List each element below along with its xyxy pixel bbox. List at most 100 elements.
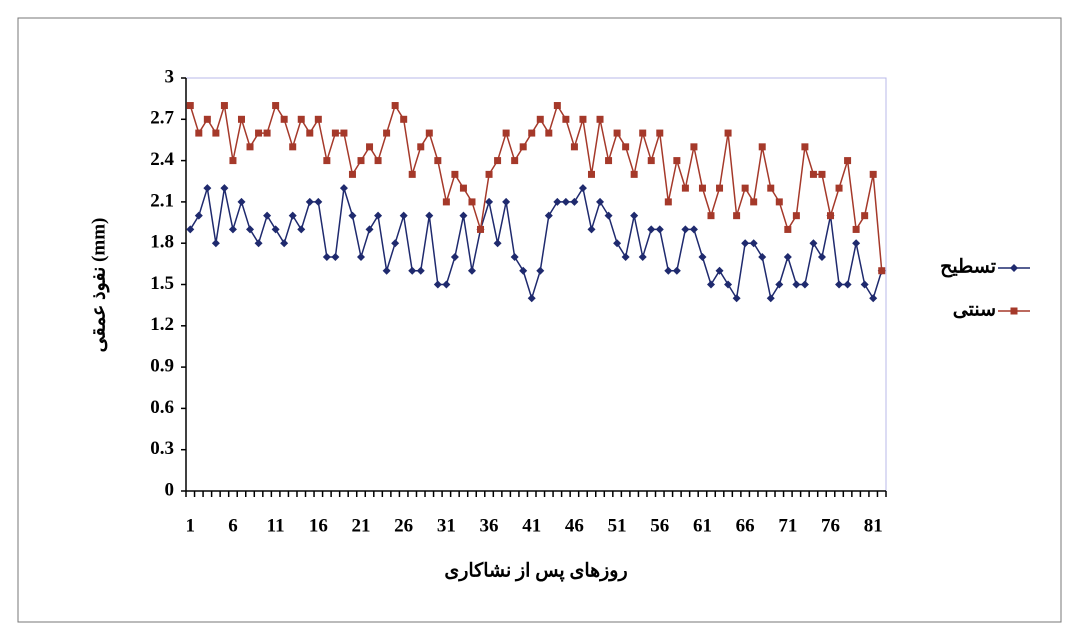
- marker: [835, 184, 843, 192]
- marker: [869, 294, 878, 303]
- marker: [707, 212, 715, 220]
- y-tick-label: 1.2: [150, 314, 174, 335]
- marker: [536, 115, 544, 123]
- marker: [792, 280, 801, 289]
- marker: [314, 197, 323, 206]
- marker: [450, 252, 459, 261]
- marker: [553, 102, 561, 110]
- marker: [775, 198, 783, 206]
- marker: [306, 129, 314, 137]
- marker: [416, 266, 425, 275]
- x-tick-label: 31: [437, 515, 456, 536]
- y-tick-label: 2.7: [150, 108, 174, 129]
- marker: [246, 143, 254, 151]
- marker: [689, 225, 698, 234]
- marker: [622, 143, 630, 151]
- marker: [485, 197, 494, 206]
- x-tick-label: 71: [778, 515, 797, 536]
- marker: [724, 129, 732, 137]
- marker: [750, 198, 758, 206]
- marker: [502, 197, 511, 206]
- marker: [673, 157, 681, 165]
- marker: [305, 197, 314, 206]
- marker: [639, 129, 647, 137]
- x-tick-label: 26: [394, 515, 413, 536]
- marker: [545, 129, 553, 137]
- marker: [716, 184, 724, 192]
- marker: [775, 280, 784, 289]
- marker: [783, 252, 792, 261]
- marker: [690, 143, 698, 151]
- marker: [861, 212, 869, 220]
- marker: [271, 225, 280, 234]
- marker: [237, 115, 245, 123]
- marker: [477, 225, 485, 233]
- x-axis-label: روزهای پس از نشاکاری: [444, 560, 627, 581]
- marker: [519, 266, 528, 275]
- marker: [451, 170, 459, 178]
- marker: [817, 252, 826, 261]
- marker: [860, 280, 869, 289]
- marker: [434, 157, 442, 165]
- marker: [280, 239, 289, 248]
- marker: [844, 157, 852, 165]
- marker: [715, 266, 724, 275]
- marker: [681, 184, 689, 192]
- marker: [468, 198, 476, 206]
- marker: [408, 266, 417, 275]
- marker: [613, 129, 621, 137]
- y-tick-label: 1.8: [150, 232, 174, 253]
- marker: [194, 211, 203, 220]
- marker: [630, 170, 638, 178]
- marker: [698, 252, 707, 261]
- marker: [570, 197, 579, 206]
- marker: [340, 129, 348, 137]
- marker: [707, 280, 715, 289]
- marker: [809, 239, 818, 248]
- marker: [596, 115, 604, 123]
- marker: [255, 129, 263, 137]
- y-tick-label: 0.3: [150, 438, 174, 459]
- marker: [485, 170, 493, 178]
- marker: [801, 143, 809, 151]
- x-tick-label: 46: [565, 515, 584, 536]
- marker: [767, 184, 775, 192]
- marker: [733, 212, 741, 220]
- marker: [570, 143, 578, 151]
- y-tick-label: 0: [165, 479, 175, 500]
- marker: [263, 129, 271, 137]
- marker: [562, 115, 570, 123]
- marker: [357, 157, 365, 165]
- marker: [672, 266, 681, 275]
- marker: [647, 225, 656, 234]
- marker: [288, 211, 297, 220]
- marker: [809, 170, 817, 178]
- marker: [314, 115, 322, 123]
- marker: [766, 294, 775, 303]
- marker: [339, 184, 348, 193]
- marker: [758, 143, 766, 151]
- marker: [228, 225, 237, 234]
- marker: [400, 115, 408, 123]
- marker: [800, 280, 809, 289]
- marker: [383, 129, 391, 137]
- marker: [220, 102, 228, 110]
- marker: [408, 170, 416, 178]
- marker: [442, 280, 451, 289]
- marker: [724, 280, 733, 289]
- x-tick-label: 11: [267, 515, 285, 536]
- x-tick-label: 16: [309, 515, 328, 536]
- marker: [391, 102, 399, 110]
- marker: [792, 212, 800, 220]
- marker: [374, 211, 383, 220]
- x-tick-label: 1: [186, 515, 196, 536]
- marker: [348, 211, 357, 220]
- marker: [365, 225, 374, 234]
- legend-label: تسطیح: [940, 256, 996, 277]
- marker: [246, 225, 255, 234]
- marker: [399, 211, 408, 220]
- marker: [621, 252, 630, 261]
- marker: [502, 129, 510, 137]
- marker: [417, 143, 425, 151]
